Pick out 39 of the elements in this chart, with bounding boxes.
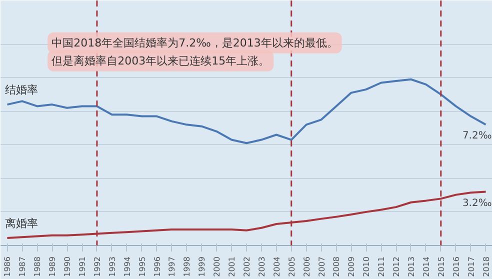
x-tick-label: 2003 [257, 256, 266, 277]
x-tick-label: 2015 [436, 256, 446, 277]
x-tick-label: 1987 [18, 256, 28, 277]
x-tick-label: 2012 [392, 256, 402, 277]
x-tick-label: 1999 [198, 256, 207, 277]
x-tick-label: 2004 [272, 256, 282, 277]
x-tick-label: 2017 [466, 256, 476, 277]
x-tick-label: 1989 [48, 256, 58, 277]
x-tick-label: 2009 [347, 256, 356, 277]
x-tick-label: 2005 [287, 256, 296, 277]
x-tick-label: 1996 [152, 256, 162, 277]
x-tick-label: 2001 [228, 256, 237, 277]
x-tick-label: 2008 [332, 256, 342, 277]
x-tick-label: 1998 [182, 256, 192, 277]
x-tick-label: 1995 [138, 256, 147, 277]
x-tick-label: 2007 [317, 256, 326, 277]
annotation: 中国2018年全国结婚率为7.2‰，是2013年以来的最低。 [52, 36, 338, 50]
x-tick-label: 1992 [92, 256, 102, 277]
x-tick-label: 1990 [63, 256, 72, 277]
x-tick-label: 2006 [302, 256, 312, 277]
x-tick-label: 2002 [242, 256, 252, 277]
x-tick-label: 2016 [452, 256, 461, 277]
x-tick-label: 2000 [212, 256, 222, 277]
x-tick-label: 1988 [33, 256, 42, 277]
series-label: 离婚率 [5, 216, 38, 230]
x-tick-label: 2018 [482, 256, 491, 277]
x-tick-label: 1991 [78, 256, 87, 277]
annotation: 但是离婚率自2003年以来已连续15年上涨。 [52, 54, 270, 68]
series-label: 结婚率 [5, 84, 38, 97]
data-label: 3.2‰ [462, 198, 492, 209]
x-tick-label: 2013 [407, 256, 416, 277]
x-tick-label: 1993 [108, 256, 117, 277]
x-tick-label: 2011 [377, 256, 386, 277]
x-tick-label: 1994 [122, 256, 132, 277]
data-label: 7.2‰ [462, 130, 492, 142]
x-tick-label: 1997 [168, 256, 177, 277]
x-tick-label: 1986 [3, 256, 12, 277]
x-tick-label: 2014 [422, 256, 431, 277]
x-tick-label: 2010 [362, 256, 372, 277]
